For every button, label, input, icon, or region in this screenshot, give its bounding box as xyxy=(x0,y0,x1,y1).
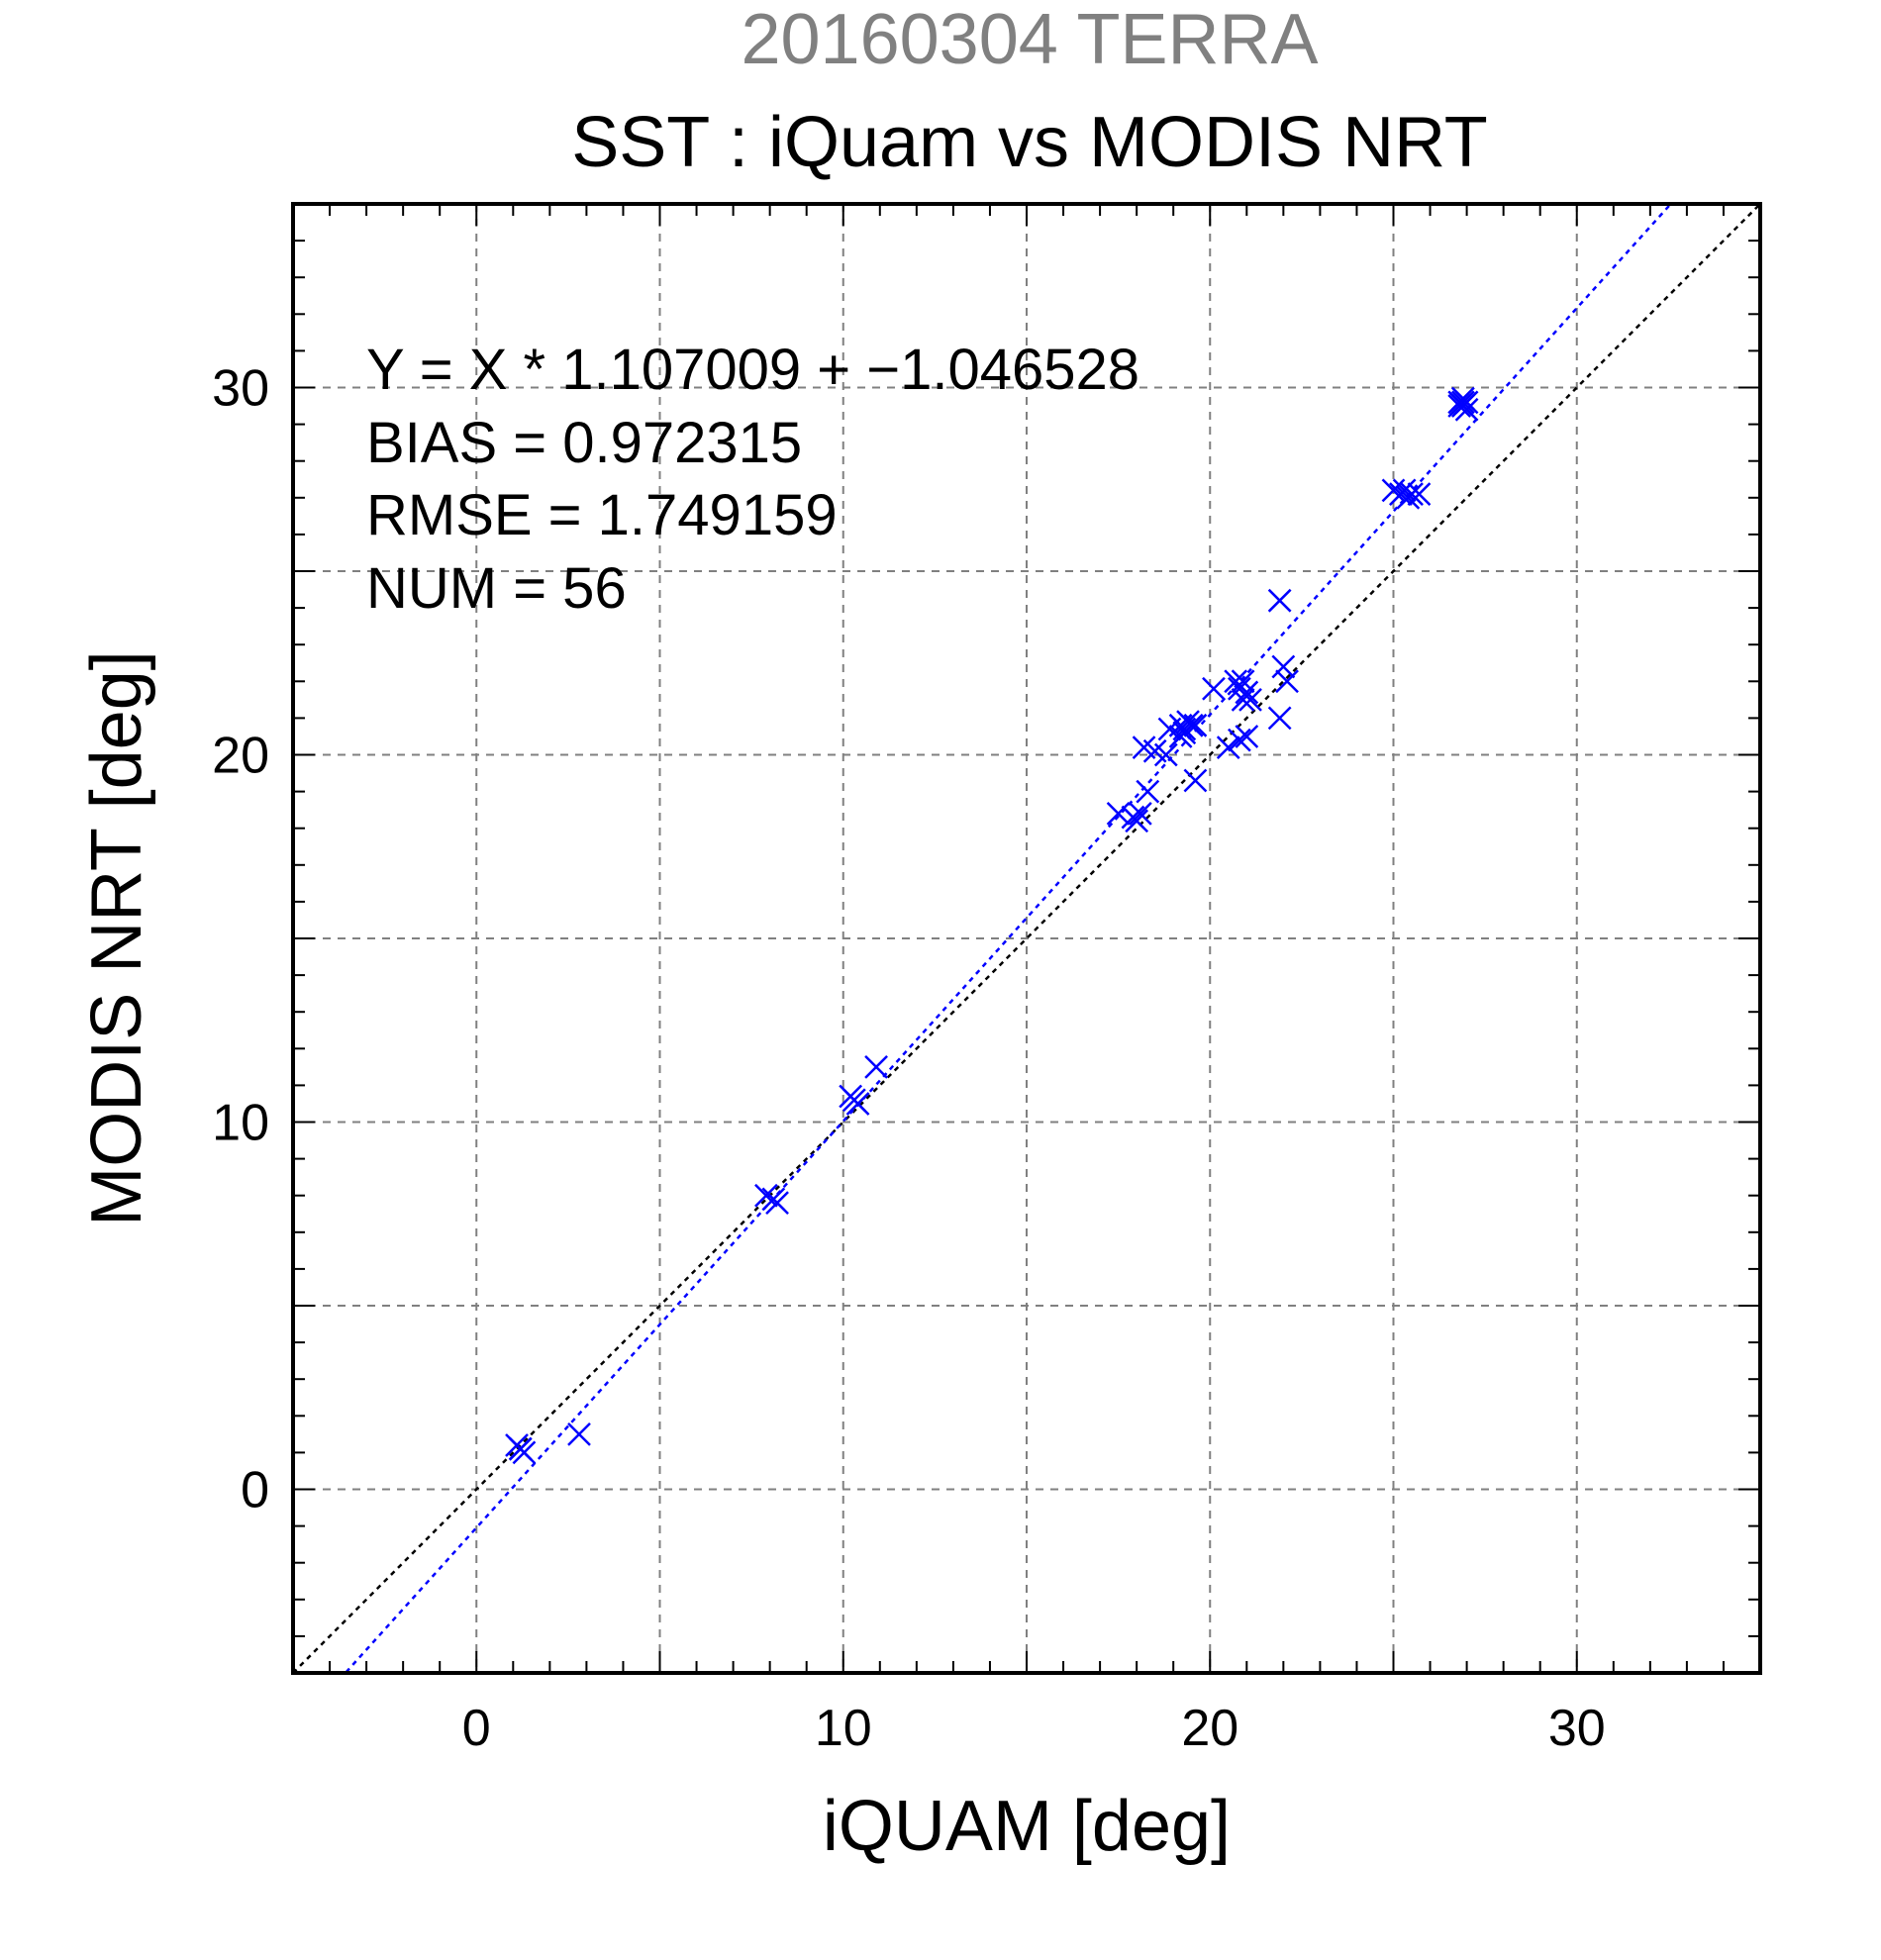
data-point xyxy=(864,1054,888,1079)
fit-line xyxy=(344,204,1673,1673)
x-tick-label: 20 xyxy=(1181,1700,1238,1757)
x-axis-label: iQUAM [deg] xyxy=(823,1787,1231,1866)
data-point xyxy=(1275,669,1299,694)
data-point xyxy=(1271,654,1296,679)
data-point xyxy=(1153,742,1178,767)
data-point xyxy=(1454,397,1479,422)
data-point xyxy=(1238,687,1262,712)
x-tick-label: 0 xyxy=(462,1700,491,1757)
rmse-stat: RMSE = 1.749159 xyxy=(366,483,838,547)
data-point xyxy=(1202,676,1226,701)
data-point xyxy=(567,1421,591,1446)
plot-frame xyxy=(291,202,1762,1675)
data-point xyxy=(1267,588,1292,613)
x-tick-labels: 0 10 20 30 xyxy=(462,1700,1606,1757)
data-point xyxy=(1106,801,1131,826)
y-tick-label: 20 xyxy=(212,728,269,785)
bias-stat: BIAS = 0.972315 xyxy=(366,411,802,475)
data-point xyxy=(761,1187,786,1212)
data-point xyxy=(1168,725,1193,748)
regression-equation: Y = X * 1.107009 + −1.046528 xyxy=(366,338,1139,402)
y-tick-label: 30 xyxy=(212,360,269,418)
chart-title: SST : iQuam vs MODIS NRT xyxy=(571,103,1488,182)
data-point xyxy=(1228,728,1251,752)
data-point xyxy=(1267,706,1292,731)
data-point xyxy=(1125,809,1149,833)
data-point xyxy=(1235,680,1259,705)
data-point xyxy=(1392,478,1417,503)
data-point xyxy=(1216,735,1240,759)
data-point xyxy=(1451,390,1475,415)
x-tick-label: 30 xyxy=(1548,1700,1606,1757)
data-point xyxy=(1396,485,1421,510)
data-point xyxy=(508,1436,533,1461)
data-point xyxy=(1231,687,1255,712)
reference-lines xyxy=(293,204,1760,1673)
data-point xyxy=(1183,768,1208,793)
data-point xyxy=(839,1084,863,1109)
scatter-points xyxy=(505,386,1479,1465)
y-tick-labels: 0 10 20 30 xyxy=(212,360,269,1519)
data-point xyxy=(754,1183,778,1208)
data-point xyxy=(1128,801,1152,826)
stats-box: Y = X * 1.107009 + −1.046528 BIAS = 0.97… xyxy=(366,338,1139,621)
num-stat: NUM = 56 xyxy=(366,556,627,621)
chart-subtitle: 20160304 TERRA xyxy=(741,0,1318,79)
x-tick-label: 10 xyxy=(815,1700,872,1757)
data-point xyxy=(1235,725,1259,748)
grid-lines xyxy=(293,204,1760,1673)
data-point xyxy=(1136,779,1160,804)
y-axis-label: MODIS NRT [deg] xyxy=(77,650,156,1226)
y-tick-label: 10 xyxy=(212,1095,269,1152)
y-tick-label: 0 xyxy=(241,1462,269,1519)
data-point xyxy=(1183,713,1208,737)
data-point xyxy=(1381,478,1406,503)
